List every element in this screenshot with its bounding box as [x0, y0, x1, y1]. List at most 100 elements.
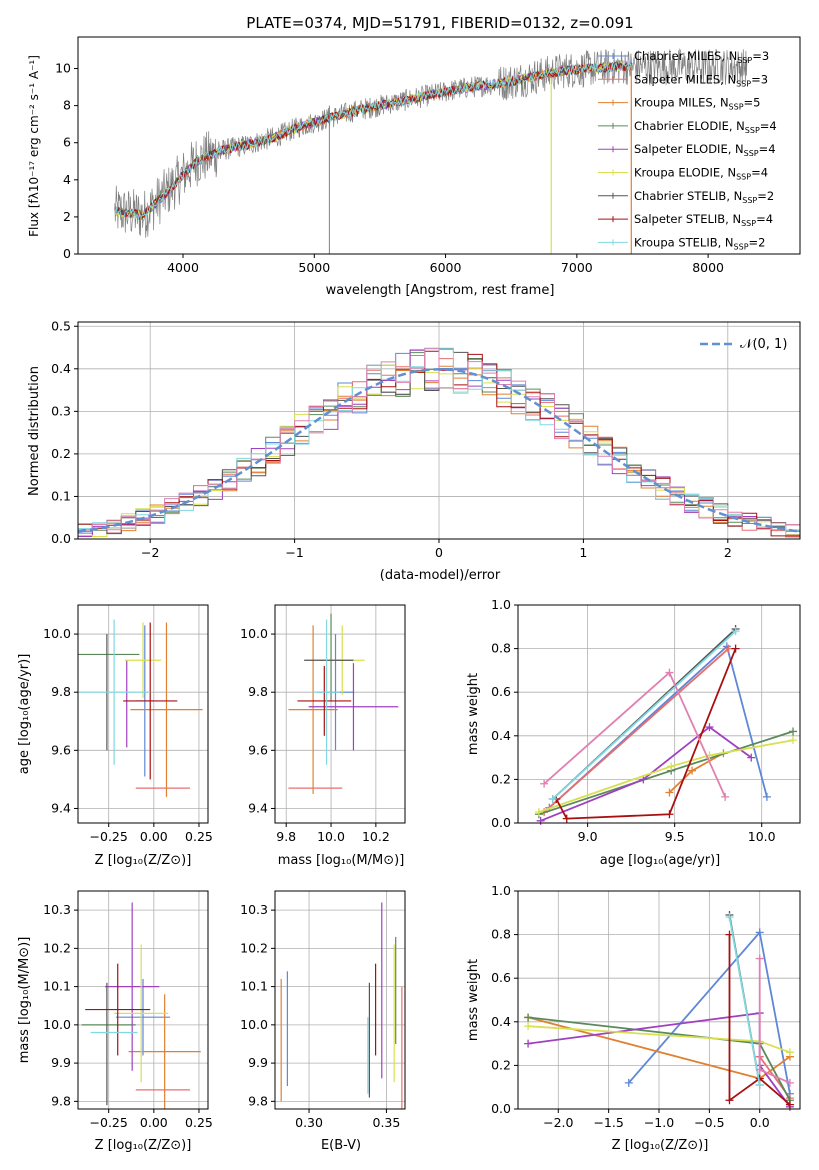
spectrum-ytick-label: 8	[63, 98, 71, 113]
spectrum-ylabel: Flux [fλ10⁻¹⁷ erg cm⁻² s⁻¹ A⁻¹]	[27, 55, 41, 237]
mass-ebv-xlabel: E(B-V)	[321, 1138, 361, 1153]
mass-z-xlabel: Z [log₁₀(Z/Z⊙)]	[95, 1138, 192, 1153]
weight-age-series-8	[555, 648, 737, 820]
age-mass-ytick-label: 9.8	[248, 684, 268, 699]
age-mass-xtick-label: 10.0	[317, 829, 345, 844]
mass-ebv-xtick-label: 0.30	[295, 1115, 323, 1130]
weight-age-point	[540, 779, 549, 788]
spectrum-legend-label: Salpeter ELODIE, NSSP=4	[634, 142, 776, 158]
spectrum-legend: Chabrier MILES, NSSP=3 Salpeter MILES, NS…	[598, 49, 777, 251]
mass-z-ytick-label: 9.8	[51, 1093, 71, 1108]
weight-age-ylabel: mass weight	[466, 673, 481, 755]
age-vs-z-panel: age [log₁₀(age/yr)] Z [log₁₀(Z/Z⊙)] −0.2…	[17, 604, 213, 868]
spectrum-xtick-label: 6000	[430, 260, 462, 275]
age-vs-mass-panel: mass [log₁₀(M/M⊙)] 9.8 10.0 10.2 9.4 9.6 9.8 1…	[240, 604, 406, 868]
weight-age-ytick-label: 0.2	[491, 771, 511, 786]
weight-z-xtick-label: −0.5	[694, 1115, 724, 1130]
spectrum-data-line	[114, 48, 748, 238]
weight-z-ytick-label: 0.6	[491, 970, 511, 985]
weight-age-ytick-label: 0.0	[491, 815, 511, 830]
weight-z-ylabel: mass weight	[466, 959, 481, 1041]
weight-age-ytick-label: 0.4	[491, 728, 511, 743]
age-mass-ytick-label: 10.0	[240, 626, 268, 641]
age-z-ytick-label: 9.6	[51, 742, 71, 757]
spectrum-xtick-label: 8000	[692, 260, 724, 275]
age-z-xlabel: Z [log₁₀(Z/Z⊙)]	[95, 853, 192, 868]
spectrum-legend-label: Chabrier MILES, NSSP=3	[634, 49, 769, 65]
spectrum-ytick-label: 10	[55, 61, 71, 76]
weight-z-point	[524, 1039, 533, 1048]
weight-age-point	[667, 762, 676, 771]
mass-z-xtick-label: −0.25	[90, 1115, 128, 1130]
weight-z-ytick-label: 0.8	[491, 927, 511, 942]
mass-ebv-ytick-label: 10.2	[240, 940, 268, 955]
weight-age-ytick-label: 1.0	[491, 597, 511, 612]
residuals-ytick-label: 0.4	[51, 361, 71, 376]
weight-z-ytick-label: 0.4	[491, 1014, 511, 1029]
spectrum-xtick-label: 4000	[167, 260, 199, 275]
residuals-ytick-label: 0.1	[51, 488, 71, 503]
mass-vs-ebv-panel: E(B-V) 0.30 0.35 9.8 9.9 10.0 10.1 10.2 10.3	[240, 890, 406, 1153]
mass-ebv-ytick-label: 10.0	[240, 1017, 268, 1032]
weight-z-xtick-label: 0.0	[750, 1115, 770, 1130]
weight-z-xtick-label: −2.0	[543, 1115, 573, 1130]
residuals-ytick-label: 0.5	[51, 318, 71, 333]
weight-z-point	[524, 1022, 533, 1031]
spectrum-ytick-label: 0	[63, 246, 71, 261]
age-z-grid-layer: −0.25 0.00 0.25 9.4 9.6 9.8 10.0	[43, 605, 213, 844]
gaussian-curve	[77, 368, 801, 533]
mass-z-xtick-label: 0.25	[185, 1115, 213, 1130]
residuals-panel: −2 −1 0 1 2 0.0 0.1 0.2 0.3 0.4 0.5 𝒩(0, 1) (data-…	[27, 318, 801, 583]
mass-z-axes-frame	[77, 890, 209, 1110]
weight-age-xtick-label: 9.5	[665, 829, 685, 844]
age-z-ylabel: age [log₁₀(age/yr)]	[17, 654, 32, 775]
mass-ebv-ytick-label: 10.1	[240, 979, 268, 994]
residuals-ytick-label: 0.2	[51, 446, 71, 461]
age-z-xtick-label: −0.25	[90, 829, 128, 844]
residuals-ylabel: Normed distribution	[27, 366, 42, 496]
weight-z-point	[725, 1096, 734, 1105]
age-mass-axes-frame	[274, 604, 406, 824]
mass-z-ytick-label: 10.2	[43, 940, 71, 955]
weight-age-point	[665, 788, 674, 797]
residuals-axes-frame	[77, 321, 801, 540]
residuals-legend-label: 𝒩(0, 1)	[740, 337, 787, 352]
age-mass-grid-layer: 9.8 10.0 10.2 9.4 9.6 9.8 10.0	[240, 605, 405, 844]
weight-z-xtick-label: −1.0	[644, 1115, 674, 1130]
residuals-ytick-label: 0.3	[51, 403, 71, 418]
weight-age-xtick-label: 9.0	[578, 829, 598, 844]
weight-z-series-8	[728, 934, 791, 1106]
spectrum-panel: PLATE=0374, MJD=51791, FIBERID=0132, z=0…	[27, 14, 801, 298]
weight-age-point	[562, 814, 571, 823]
mass-z-ytick-label: 10.1	[43, 979, 71, 994]
weight-age-point	[665, 668, 674, 677]
mass-ebv-axes-frame	[274, 890, 406, 1110]
spectrum-ytick-label: 4	[63, 172, 71, 187]
weight-z-point	[785, 1078, 794, 1087]
weight-age-series-9	[552, 630, 737, 800]
weight-z-point	[755, 954, 764, 963]
mass-ebv-xtick-label: 0.35	[373, 1115, 401, 1130]
spectrum-legend-label: Salpeter MILES, NSSP=3	[634, 72, 768, 88]
spectrum-xtick-label: 7000	[561, 260, 593, 275]
weight-age-point	[747, 753, 756, 762]
weight-age-point	[548, 795, 557, 804]
weight-age-point	[665, 810, 674, 819]
residuals-xtick-label: 1	[579, 545, 587, 560]
weight-age-point	[534, 808, 543, 817]
weight-z-ytick-label: 0.0	[491, 1101, 511, 1116]
weight-age-ytick-label: 0.8	[491, 641, 511, 656]
spectrum-observed-flux	[114, 48, 748, 238]
spectrum-model-lines	[114, 60, 633, 254]
age-mass-ytick-label: 9.4	[248, 800, 268, 815]
mass-z-ytick-label: 9.9	[51, 1055, 71, 1070]
age-z-ytick-label: 9.8	[51, 684, 71, 699]
age-mass-xtick-label: 10.2	[362, 829, 390, 844]
mass-ebv-ytick-label: 9.9	[248, 1055, 268, 1070]
weight-age-axes-frame	[517, 604, 801, 824]
weight-age-point	[688, 766, 697, 775]
weight-z-point	[624, 1078, 633, 1087]
weight-age-point	[705, 723, 714, 732]
age-mass-xtick-label: 9.8	[276, 829, 296, 844]
